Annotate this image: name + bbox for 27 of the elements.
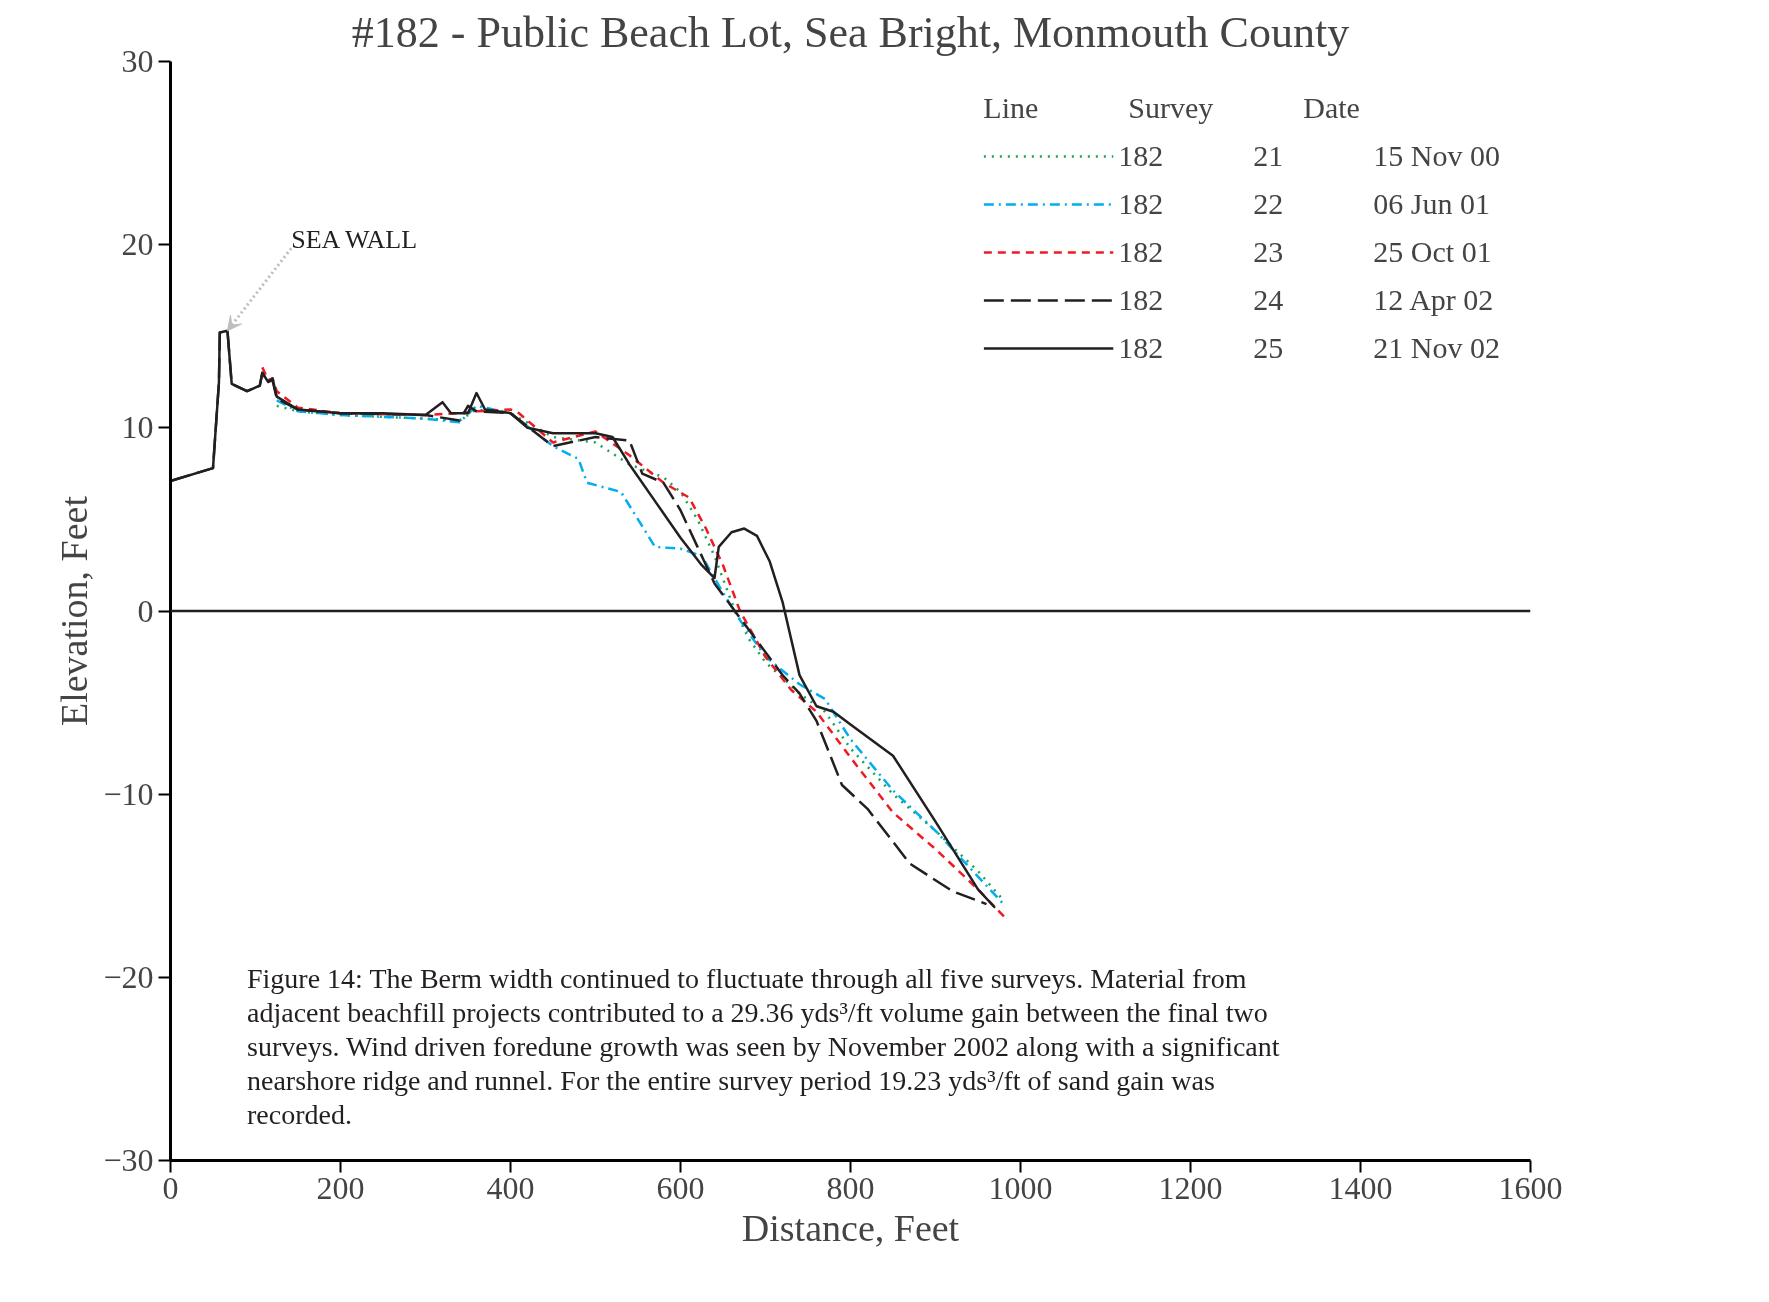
x-tick-label: 200 bbox=[316, 1169, 365, 1206]
legend-label: 182 22 06 Jun 01 bbox=[1118, 187, 1491, 221]
y-tick-label: 10 bbox=[121, 409, 154, 446]
y-tick-label: −30 bbox=[103, 1142, 154, 1178]
x-tick-label: 1400 bbox=[1328, 1169, 1393, 1206]
x-tick-label: 1200 bbox=[1158, 1169, 1223, 1206]
legend-label: 182 24 12 Apr 02 bbox=[1118, 283, 1494, 317]
y-tick-label: 0 bbox=[137, 592, 154, 629]
x-tick-label: 600 bbox=[656, 1169, 705, 1206]
x-tick-label: 1000 bbox=[988, 1169, 1053, 1206]
y-tick-label: 20 bbox=[121, 226, 154, 263]
y-axis-title: Elevation, Feet bbox=[53, 495, 96, 727]
y-tick-label: −20 bbox=[103, 958, 154, 995]
legend-label: 182 21 15 Nov 00 bbox=[1118, 139, 1500, 173]
y-tick-label: 30 bbox=[121, 43, 154, 79]
y-tick-label: −10 bbox=[103, 775, 154, 812]
annotation: SEA WALL bbox=[291, 224, 418, 254]
legend-label: 182 25 21 Nov 02 bbox=[1118, 331, 1500, 365]
x-tick-label: 1600 bbox=[1498, 1169, 1563, 1206]
x-tick-label: 400 bbox=[486, 1169, 535, 1206]
legend-title: Line Survey Date bbox=[983, 91, 1361, 125]
x-axis-title: Distance, Feet bbox=[741, 1206, 960, 1249]
chart-title: #182 - Public Beach Lot, Sea Bright, Monmouth County bbox=[351, 7, 1350, 57]
x-tick-label: 0 bbox=[162, 1169, 179, 1206]
legend-label: 182 23 25 Oct 01 bbox=[1118, 235, 1492, 269]
x-tick-label: 800 bbox=[826, 1169, 875, 1206]
annotation: Figure 14: The Berm width continued to fluctuate through all five surveys. Material from adjacent beachfill projects contributed to a 29.36 yds³/ft volume gain between the final two surveys. Wind driven foredune growth was seen by November 2002 along with a significant nearshore ridge and runnel. For the entire survey period 19.23 yds³/ft of sand gain was recorded. bbox=[247, 962, 1280, 1131]
